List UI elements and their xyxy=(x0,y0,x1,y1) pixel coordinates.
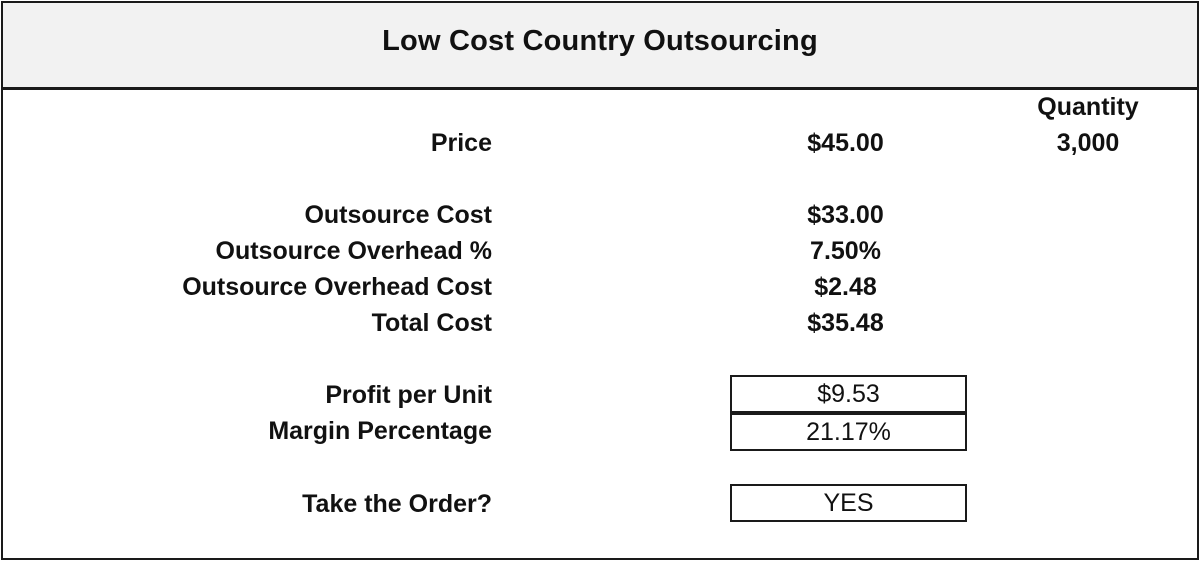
take-order-label: Take the Order? xyxy=(302,490,492,518)
profit-per-unit-box: $9.53 xyxy=(730,375,967,413)
profit-per-unit-label: Profit per Unit xyxy=(325,381,492,409)
outsource-cost-value: $33.00 xyxy=(807,201,884,229)
margin-percentage-box: 21.17% xyxy=(730,413,967,451)
take-order-box: YES xyxy=(730,484,967,522)
outsource-overhead-cost-label: Outsource Overhead Cost xyxy=(182,273,492,301)
margin-percentage-label: Margin Percentage xyxy=(268,417,492,445)
price-value: $45.00 xyxy=(807,129,884,157)
outsource-cost-label: Outsource Cost xyxy=(304,201,492,229)
quantity-value: 3,000 xyxy=(1056,129,1120,157)
quantity-label: Quantity xyxy=(1037,93,1139,121)
outsource-overhead-pct-value: 7.50% xyxy=(810,237,881,265)
total-cost-label: Total Cost xyxy=(371,309,492,337)
total-cost-value: $35.48 xyxy=(807,309,884,337)
outsource-overhead-pct-label: Outsource Overhead % xyxy=(215,237,492,265)
outsource-overhead-cost-value: $2.48 xyxy=(814,273,877,301)
price-label: Price xyxy=(430,129,492,157)
worksheet-title: Low Cost Country Outsourcing xyxy=(382,25,818,57)
title-bar: Low Cost Country Outsourcing xyxy=(3,3,1197,90)
